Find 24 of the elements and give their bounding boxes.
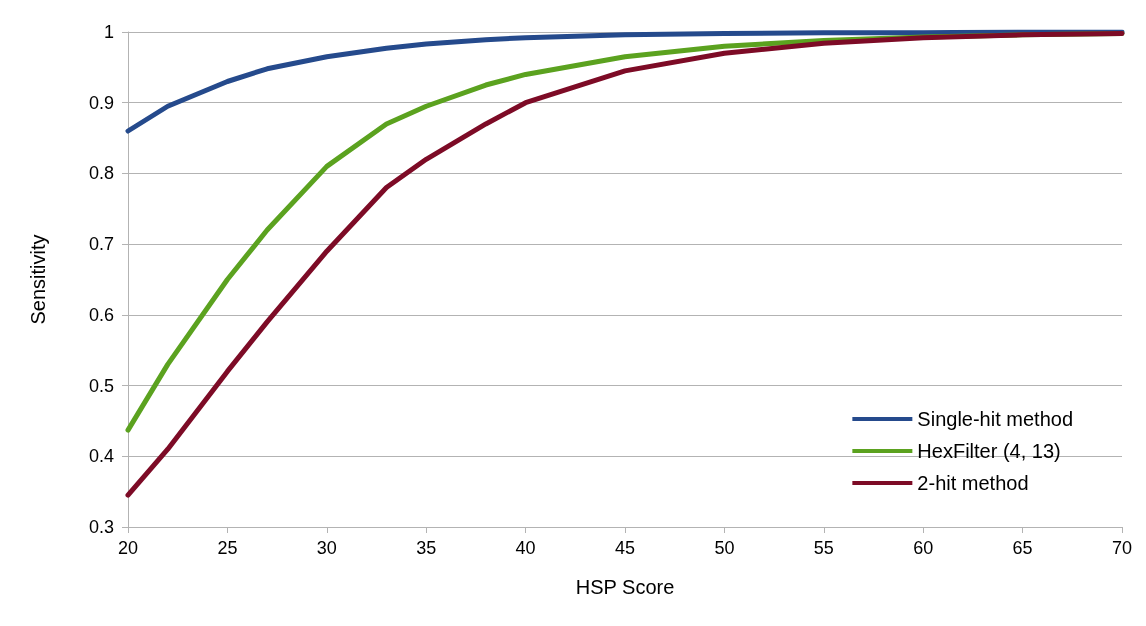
- y-tick-label: 0.9: [88, 92, 114, 113]
- y-tick-label: 0.7: [88, 234, 114, 255]
- y-tick-label: 0.3: [88, 517, 114, 537]
- x-tick-label: 55: [813, 538, 834, 558]
- x-tick-label: 60: [913, 538, 934, 558]
- y-axis-title: Sensitivity: [27, 234, 49, 325]
- x-tick-label: 70: [1111, 538, 1133, 558]
- x-tick-label: 30: [316, 538, 337, 558]
- x-axis-title: HSP Score: [575, 576, 675, 598]
- y-tick-label: 0.4: [88, 446, 114, 467]
- x-tick-label: 50: [714, 538, 735, 558]
- y-tick-label: 0.5: [88, 375, 114, 396]
- x-tick-label: 35: [416, 538, 437, 558]
- y-tick-label: 0.6: [88, 304, 114, 325]
- legend-label: 2-hit method: [917, 472, 1029, 494]
- y-tick-label: 0.8: [88, 163, 114, 184]
- x-tick-label: 45: [614, 538, 636, 558]
- legend-label: HexFilter (4, 13): [917, 440, 1061, 462]
- x-tick-label: 65: [1012, 538, 1033, 558]
- y-tick-label: 1: [103, 22, 114, 42]
- x-tick-label: 40: [515, 538, 536, 558]
- x-tick-label: 25: [217, 538, 238, 558]
- x-tick-label: 20: [117, 538, 139, 558]
- legend-label: Single-hit method: [917, 408, 1074, 430]
